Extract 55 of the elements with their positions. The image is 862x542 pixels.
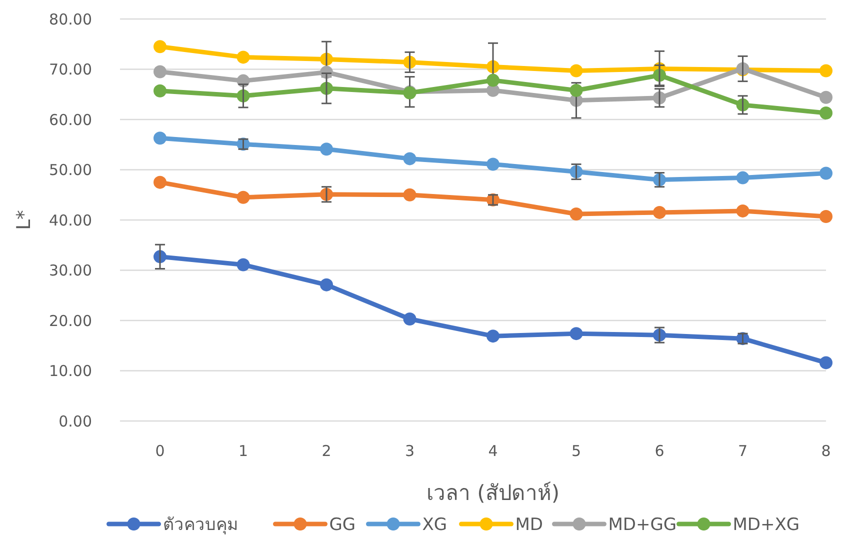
x-tick-label: 2 bbox=[322, 442, 332, 460]
legend-label: MD+GG bbox=[608, 514, 677, 535]
y-tick-label: 0.00 bbox=[58, 412, 92, 430]
point bbox=[570, 327, 583, 340]
y-tick-label: 40.00 bbox=[49, 211, 92, 230]
point bbox=[236, 50, 250, 64]
point bbox=[154, 40, 166, 54]
y-tick-label: 50.00 bbox=[49, 161, 92, 179]
y-tick-label: 20.00 bbox=[49, 312, 92, 330]
x-tick-label: 4 bbox=[488, 442, 498, 460]
point bbox=[820, 106, 832, 120]
y-tick-label: 70.00 bbox=[49, 60, 92, 78]
point bbox=[154, 84, 166, 98]
point bbox=[570, 207, 583, 220]
point bbox=[570, 84, 583, 97]
x-tick-label: 1 bbox=[238, 442, 248, 460]
point bbox=[736, 171, 750, 184]
y-axis-title: L* bbox=[13, 210, 35, 230]
point bbox=[486, 74, 500, 87]
point bbox=[320, 278, 333, 292]
x-tick-label: 5 bbox=[571, 442, 582, 460]
point bbox=[154, 176, 166, 189]
point bbox=[820, 166, 832, 180]
point bbox=[820, 356, 832, 370]
point bbox=[403, 188, 416, 202]
point bbox=[820, 210, 832, 223]
point bbox=[820, 90, 832, 104]
y-tick-label: 60.00 bbox=[49, 110, 92, 129]
point bbox=[320, 142, 333, 156]
point bbox=[486, 158, 500, 171]
y-tick-label: 30.00 bbox=[49, 262, 92, 280]
y-tick-label: 80.00 bbox=[49, 10, 92, 28]
point bbox=[736, 204, 750, 218]
point bbox=[154, 65, 166, 78]
legend-label: MD bbox=[515, 514, 544, 535]
x-tick-label: 3 bbox=[404, 442, 415, 460]
x-tick-label: 8 bbox=[821, 442, 831, 460]
x-axis-title: เวลา (สัปดาห์) bbox=[426, 481, 560, 505]
y-tick-label: 10.00 bbox=[49, 362, 92, 380]
legend-label: XG bbox=[422, 514, 448, 535]
x-tick-label: 7 bbox=[738, 442, 748, 460]
legend-label: GG bbox=[329, 514, 356, 535]
legend-label: MD+XG bbox=[732, 514, 800, 535]
legend-label: ตัวควบคุม bbox=[162, 514, 238, 535]
point bbox=[154, 132, 166, 145]
x-tick-label: 0 bbox=[155, 442, 165, 460]
point bbox=[403, 152, 416, 166]
point bbox=[653, 206, 666, 219]
point bbox=[236, 190, 250, 204]
point bbox=[403, 312, 416, 326]
x-tick-label: 6 bbox=[654, 442, 664, 460]
point bbox=[236, 258, 250, 272]
point bbox=[486, 330, 500, 343]
point bbox=[820, 64, 832, 78]
point bbox=[570, 64, 583, 78]
